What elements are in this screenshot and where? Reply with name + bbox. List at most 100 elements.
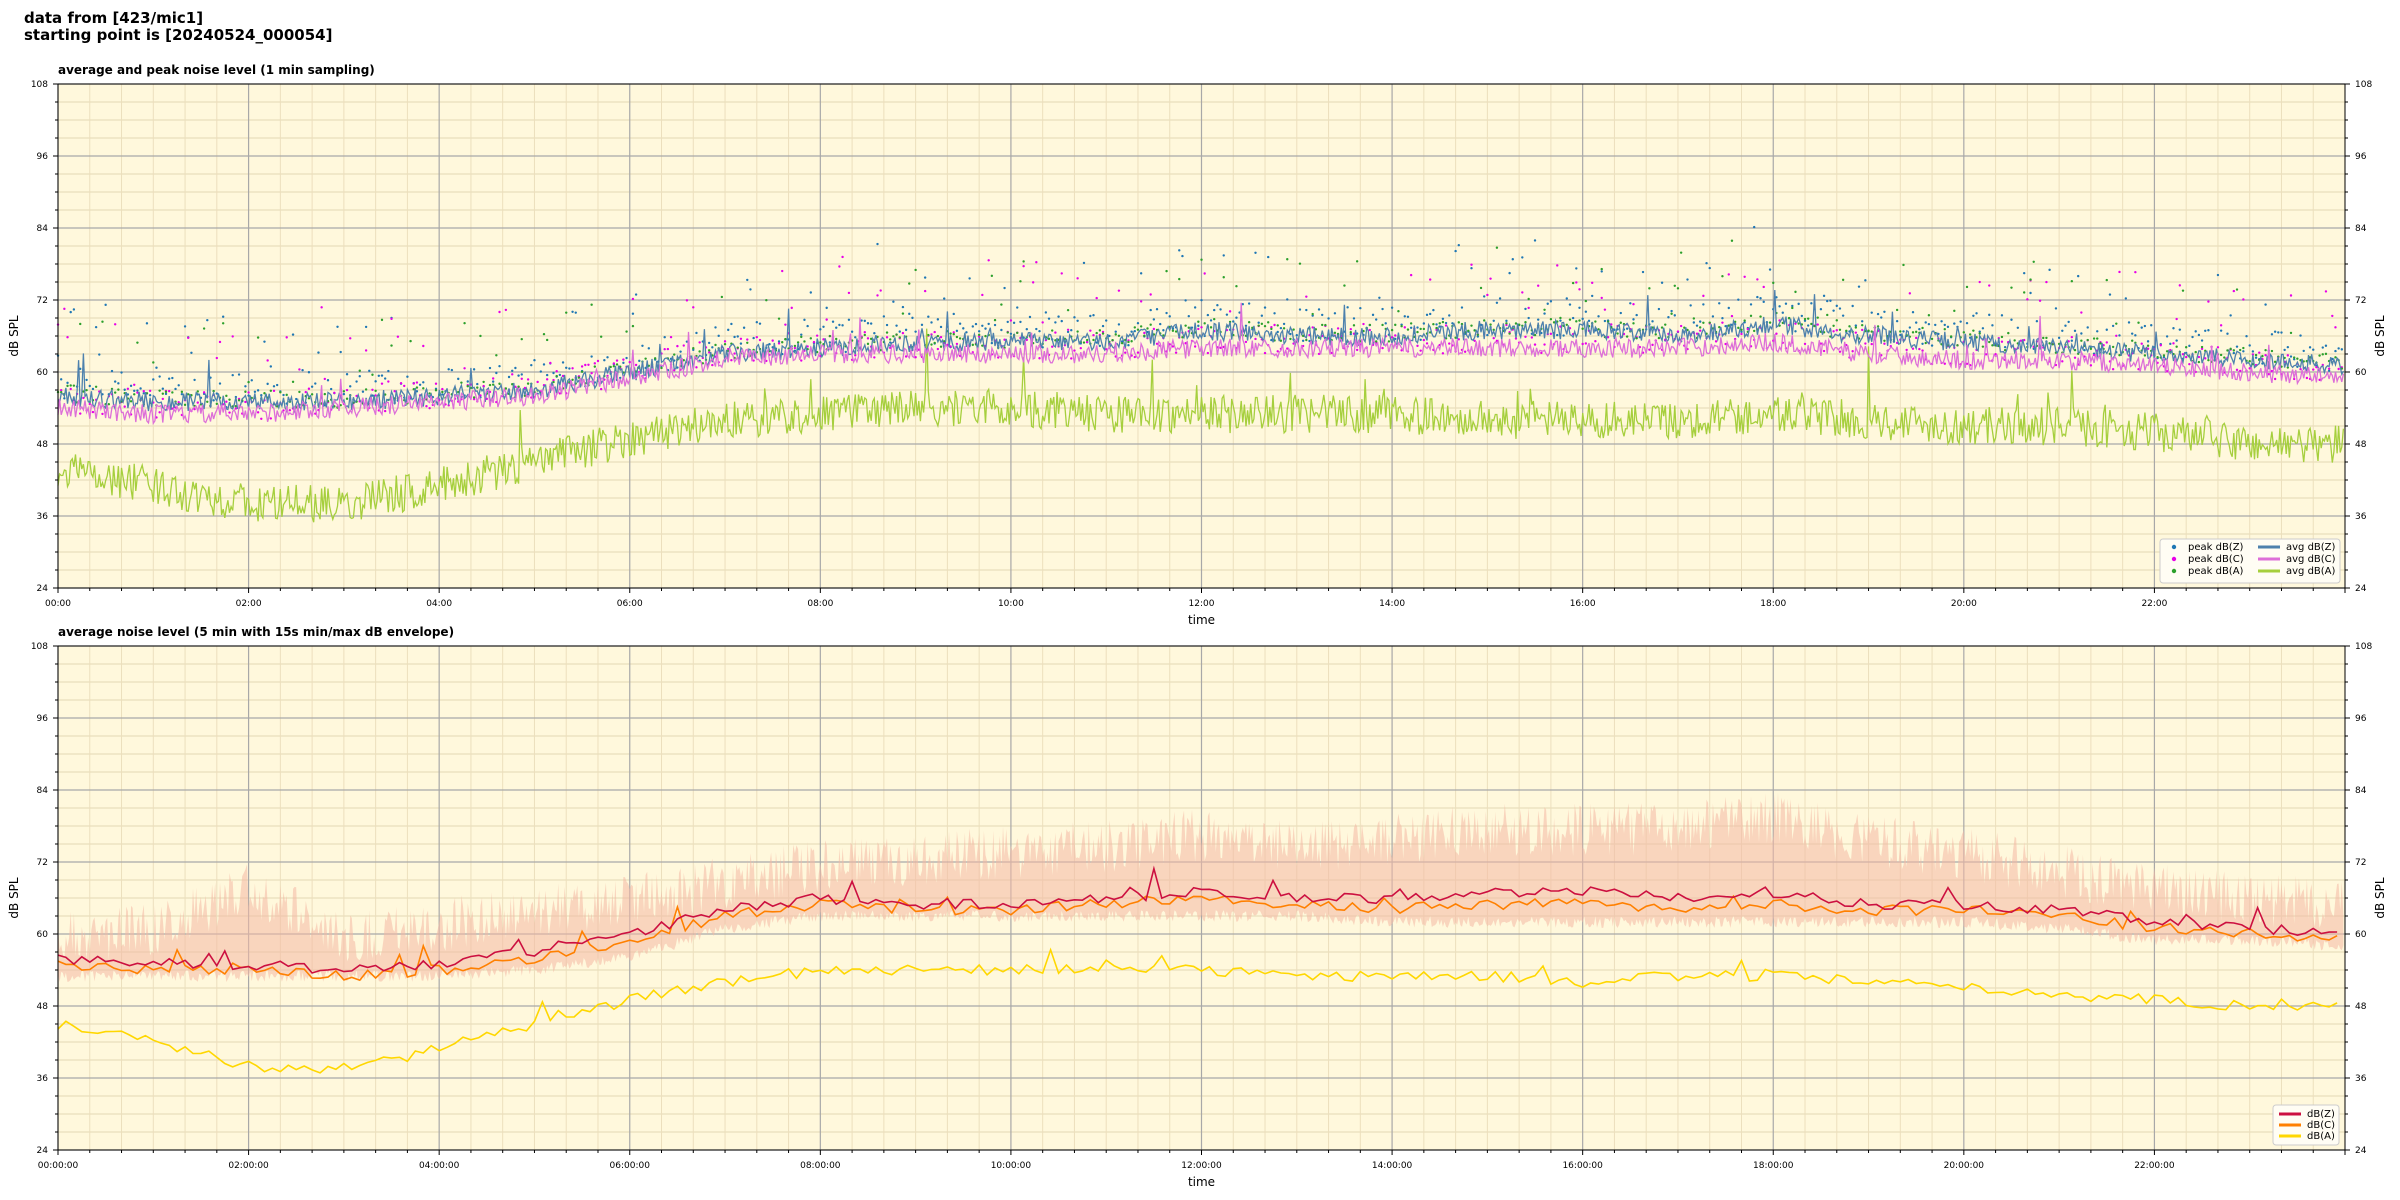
peak-point	[323, 392, 327, 396]
peak-point	[860, 319, 863, 322]
peak-point	[441, 387, 444, 391]
peak-point	[1610, 323, 1613, 326]
peak-point	[949, 345, 952, 348]
peak-point	[1781, 311, 1784, 314]
peak-point	[228, 398, 231, 401]
peak-point	[126, 393, 130, 396]
peak-point	[1146, 327, 1149, 330]
peak-point	[936, 347, 940, 351]
peak-point	[2169, 342, 2172, 346]
peak-point	[1819, 308, 1823, 311]
peak-point	[1556, 264, 1559, 267]
peak-point	[977, 330, 981, 333]
peak-point	[183, 325, 187, 328]
y-tick-label: 24	[37, 1146, 49, 1156]
peak-point	[927, 333, 930, 337]
peak-point	[943, 297, 946, 300]
peak-point	[1149, 308, 1152, 312]
peak-point	[1813, 324, 1816, 328]
peak-point	[625, 330, 628, 333]
peak-point	[244, 400, 247, 404]
peak-point	[1565, 323, 1568, 326]
peak-point	[1390, 336, 1394, 339]
peak-point	[2337, 367, 2340, 371]
peak-point	[415, 386, 419, 389]
peak-point	[228, 411, 231, 414]
peak-point	[1019, 280, 1022, 283]
peak-point	[1429, 278, 1432, 281]
peak-point	[1031, 281, 1035, 284]
peak-point	[1162, 329, 1165, 332]
peak-point	[755, 321, 759, 324]
peak-point	[279, 391, 282, 394]
peak-point	[1727, 273, 1730, 276]
peak-point	[879, 289, 882, 292]
peak-point	[1984, 353, 1988, 356]
peak-point	[1521, 256, 1524, 259]
peak-point	[1721, 316, 1724, 320]
peak-point	[1632, 318, 1635, 321]
peak-point	[634, 363, 638, 367]
peak-point	[1219, 346, 1222, 350]
peak-point	[641, 344, 644, 347]
peak-point	[1187, 314, 1190, 318]
peak-point	[831, 320, 835, 323]
peak-point	[1590, 281, 1594, 285]
peak-point	[307, 387, 311, 390]
peak-point	[1425, 313, 1429, 317]
peak-point	[698, 350, 701, 353]
peak-point	[1759, 315, 1762, 318]
peak-point	[2080, 339, 2083, 342]
peak-point	[1702, 321, 1705, 324]
peak-point	[714, 326, 717, 329]
peak-point	[1756, 278, 1759, 281]
peak-point	[2312, 348, 2315, 351]
peak-point	[1943, 323, 1946, 327]
peak-point	[1114, 333, 1117, 336]
peak-point	[1686, 278, 1689, 281]
peak-point	[364, 325, 368, 329]
peak-point	[1559, 316, 1562, 320]
peak-point	[1524, 321, 1527, 324]
peak-point	[1962, 331, 1966, 334]
peak-point	[371, 373, 374, 376]
peak-point	[1286, 298, 1289, 301]
peak-point	[1247, 302, 1251, 305]
series-line-dbc	[57, 894, 2338, 982]
peak-point	[361, 390, 365, 393]
peak-point	[844, 350, 847, 354]
peak-point	[809, 337, 813, 340]
peak-point	[434, 389, 438, 392]
peak-point	[1578, 319, 1581, 322]
peak-point	[1571, 281, 1575, 285]
peak-point	[133, 389, 136, 393]
x-tick-label: 00:00	[45, 599, 71, 609]
y-tick-label: 108	[31, 642, 48, 652]
peak-point	[1902, 263, 1905, 267]
peak-point	[1057, 315, 1060, 318]
peak-point	[1498, 297, 1502, 300]
peak-point	[399, 382, 403, 385]
x-tick-label: 12:00	[1189, 599, 1215, 609]
peak-point	[2118, 334, 2121, 337]
peak-point	[298, 368, 301, 371]
peak-point	[323, 377, 327, 381]
peak-point	[1305, 338, 1308, 342]
peak-point	[1152, 327, 1156, 331]
peak-point	[263, 392, 266, 395]
peak-point	[1899, 330, 1902, 333]
peak-point	[2204, 329, 2207, 333]
peak-point	[631, 324, 635, 328]
peak-point	[1492, 319, 1495, 322]
peak-point	[152, 378, 155, 381]
peak-point	[345, 373, 349, 376]
peak-point	[660, 366, 663, 370]
peak-point	[841, 255, 844, 259]
peak-point	[364, 349, 368, 352]
peak-point	[1695, 324, 1699, 327]
peak-point	[1206, 313, 1210, 317]
peak-point	[266, 359, 269, 362]
peak-point	[164, 390, 168, 394]
peak-point	[777, 317, 781, 320]
y-tick-label: 24	[37, 584, 49, 594]
